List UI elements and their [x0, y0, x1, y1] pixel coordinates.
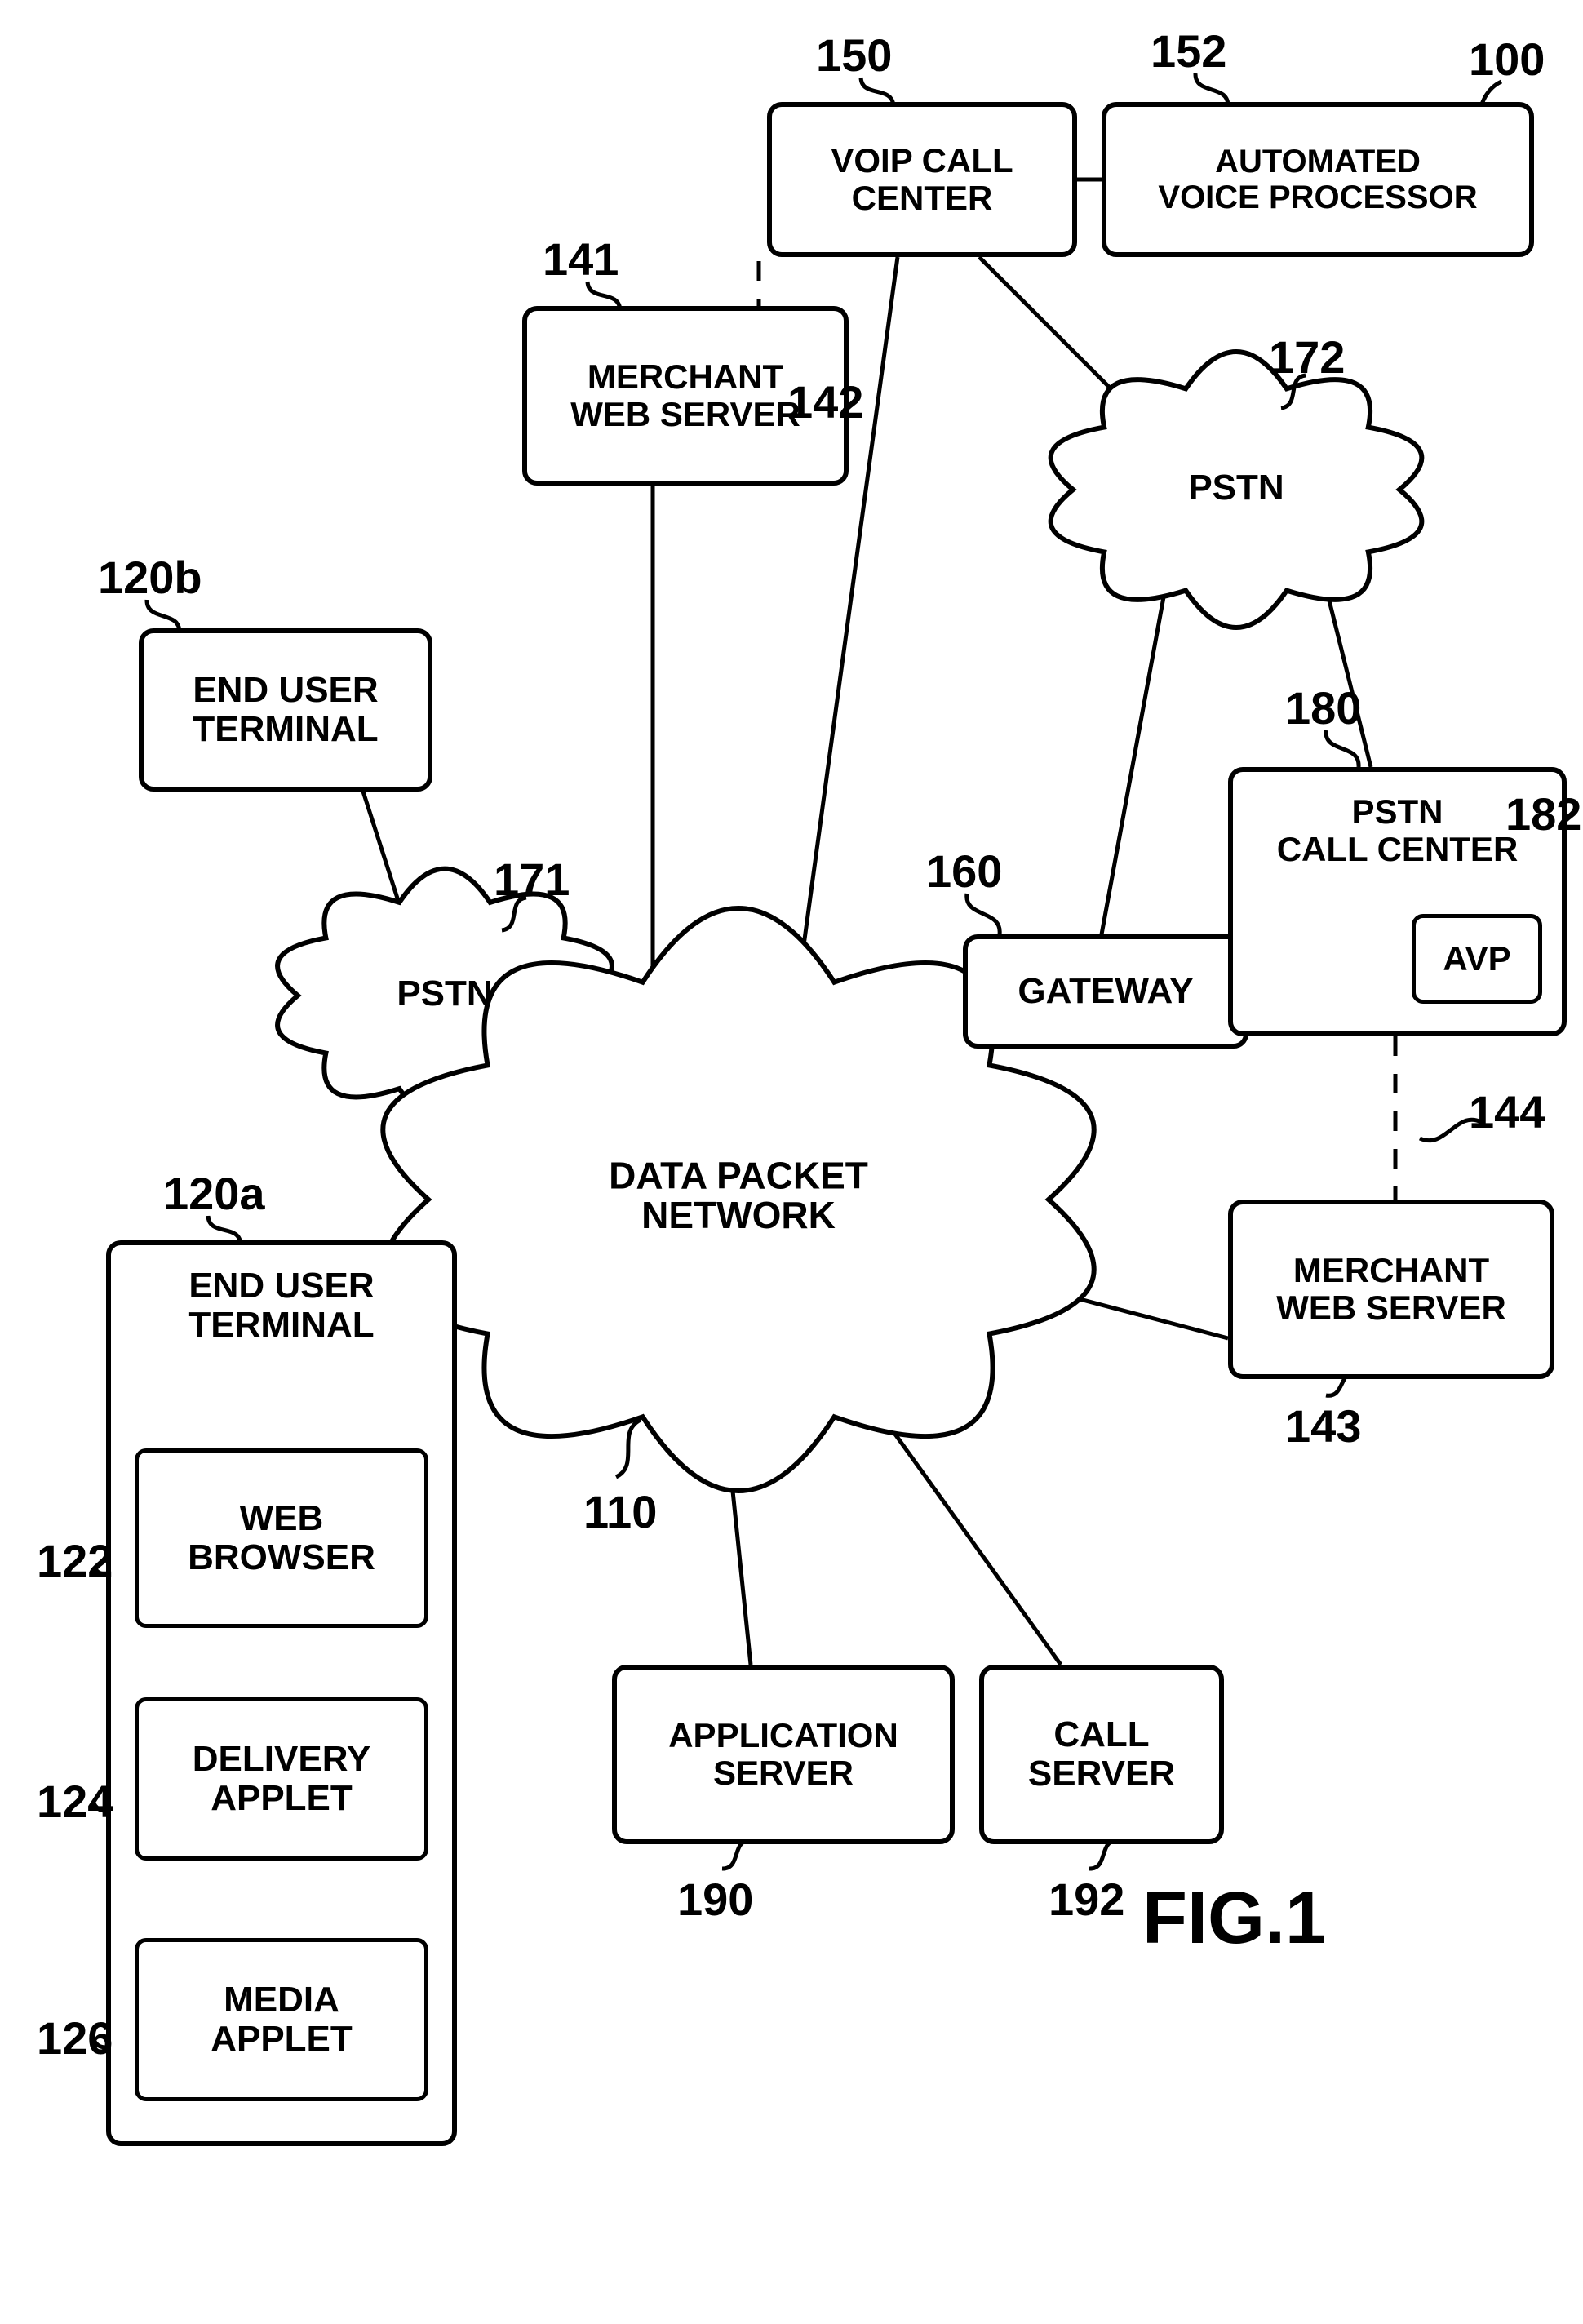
cloud-pstn_172	[1051, 352, 1422, 628]
figure-label: FIG.1	[1142, 1877, 1326, 1961]
node-label-merchant_ws_2: MERCHANT WEB SERVER	[1276, 1252, 1506, 1327]
edge-11	[530, 1069, 567, 1089]
edge-4	[979, 257, 1138, 416]
leader-152	[1195, 73, 1228, 106]
cloud-pstn_171	[277, 869, 612, 1123]
leader-120b	[147, 600, 180, 632]
edge-13	[726, 1428, 751, 1665]
ref-label-192: 192	[1049, 1873, 1124, 1926]
node-avp_main: AUTOMATED VOICE PROCESSOR	[1102, 102, 1534, 257]
ref-label-190: 190	[677, 1873, 753, 1926]
ref-label-110: 110	[583, 1485, 657, 1538]
diagram-canvas: PSTN PSTN DATA PACKETNETWORK FIG.1 END USE…	[0, 0, 1583, 2324]
cloud-label-dpn: DATA PACKETNETWORK	[609, 1155, 868, 1236]
node-label-voip_call_center: VOIP CALL CENTER	[831, 142, 1013, 217]
node-label-end_user_b: END USER TERMINAL	[193, 671, 378, 750]
ref-label-182: 182	[1505, 787, 1581, 840]
node-voip_call_center: VOIP CALL CENTER	[767, 102, 1077, 257]
node-delivery_applet: DELIVERY APPLET	[135, 1697, 428, 1861]
node-merchant_ws_2: MERCHANT WEB SERVER	[1228, 1200, 1554, 1379]
node-label-media_applet: MEDIA APPLET	[211, 1980, 353, 2060]
leader-190	[722, 1840, 751, 1869]
ref-label-150: 150	[816, 29, 892, 82]
ref-label-171: 171	[494, 853, 570, 906]
edge-14	[873, 1404, 1061, 1665]
cloud-label-pstn_172: PSTN	[1188, 468, 1284, 508]
edge-12	[457, 1281, 559, 1306]
ref-label-172: 172	[1269, 330, 1345, 384]
edge-6	[1322, 571, 1371, 767]
figure-label-text: FIG.1	[1142, 1878, 1326, 1959]
edge-10	[363, 792, 400, 906]
node-label-avp_main: AUTOMATED VOICE PROCESSOR	[1158, 144, 1477, 215]
node-label-app_server: APPLICATION SERVER	[668, 1717, 898, 1792]
node-label-end_user_a: END USER TERMINAL	[118, 1252, 446, 1352]
ref-label-124: 124	[37, 1775, 113, 1828]
ref-label-152: 152	[1151, 24, 1226, 78]
node-end_user_b: END USER TERMINAL	[139, 628, 432, 792]
node-label-gateway: GATEWAY	[1018, 972, 1193, 1011]
node-app_server: APPLICATION SERVER	[612, 1665, 955, 1844]
node-label-merchant_ws_1: MERCHANT WEB SERVER	[570, 358, 800, 433]
ref-label-122: 122	[37, 1534, 113, 1587]
ref-label-100: 100	[1469, 33, 1545, 86]
node-label-call_server: CALL SERVER	[1028, 1715, 1175, 1794]
node-call_server: CALL SERVER	[979, 1665, 1224, 1844]
ref-label-180: 180	[1285, 681, 1361, 734]
node-gateway: GATEWAY	[963, 934, 1248, 1049]
edge-5	[1102, 579, 1167, 934]
leader-180	[1326, 730, 1359, 767]
node-avp: AVP	[1412, 914, 1542, 1004]
ref-label-141: 141	[543, 233, 619, 286]
ref-label-120b: 120b	[98, 551, 202, 604]
ref-label-142: 142	[787, 375, 863, 428]
node-label-avp: AVP	[1443, 940, 1510, 978]
node-web_browser: WEB BROWSER	[135, 1448, 428, 1628]
ref-label-160: 160	[926, 845, 1002, 898]
leader-110	[616, 1420, 641, 1477]
ref-label-143: 143	[1285, 1399, 1361, 1452]
node-label-web_browser: WEB BROWSER	[188, 1499, 375, 1578]
node-label-delivery_applet: DELIVERY APPLET	[193, 1740, 370, 1819]
ref-label-126: 126	[37, 2011, 113, 2065]
node-media_applet: MEDIA APPLET	[135, 1938, 428, 2101]
edge-9	[922, 1044, 975, 1069]
cloud-label-pstn_171: PSTN	[397, 974, 492, 1013]
edge-8	[1012, 1281, 1228, 1338]
ref-label-144: 144	[1469, 1085, 1545, 1138]
leader-160	[967, 894, 1000, 934]
leader-192	[1089, 1840, 1118, 1869]
ref-label-120a: 120a	[163, 1167, 265, 1220]
